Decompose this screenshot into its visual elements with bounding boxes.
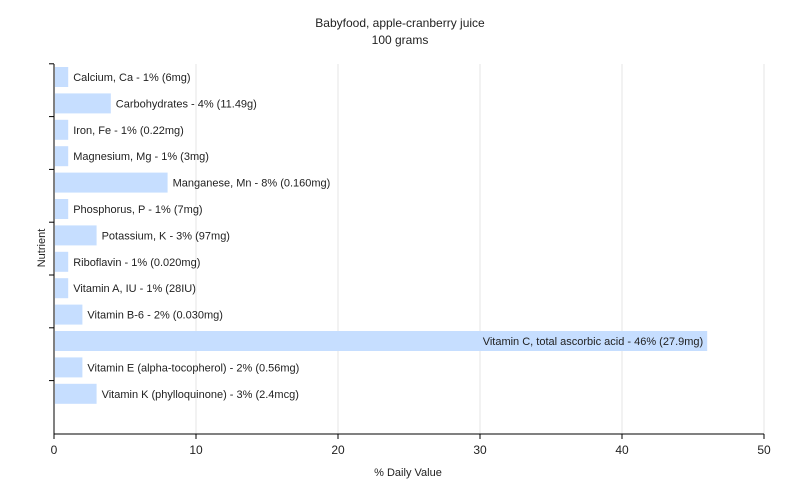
bar	[55, 119, 69, 140]
bar	[55, 251, 69, 272]
bar-label: Vitamin C, total ascorbic acid - 46% (27…	[483, 336, 704, 348]
bar	[55, 357, 83, 378]
gridlines	[195, 64, 765, 434]
x-tick-labels: 0 10 20 30 40 50	[51, 443, 771, 457]
bar-label: Vitamin E (alpha-tocopherol) - 2% (0.56m…	[87, 362, 299, 374]
bar	[55, 146, 69, 167]
bar-label: Magnesium, Mg - 1% (3mg)	[73, 151, 209, 163]
bar	[55, 93, 111, 114]
bar-label: Manganese, Mn - 8% (0.160mg)	[173, 178, 331, 190]
x-tick-label: 40	[615, 443, 629, 457]
bar	[55, 304, 83, 325]
bar	[55, 225, 97, 246]
bar-label: Vitamin A, IU - 1% (28IU)	[73, 283, 196, 295]
bar	[55, 278, 69, 299]
bar	[55, 172, 168, 193]
bar	[55, 383, 97, 404]
x-tick-label: 50	[757, 443, 771, 457]
chart-subtitle: 100 grams	[372, 33, 429, 47]
bar-labels-group: Calcium, Ca - 1% (6mg) Carbohydrates - 4%…	[73, 72, 703, 401]
bars-group	[55, 67, 708, 404]
bar-label: Phosphorus, P - 1% (7mg)	[73, 204, 202, 216]
x-axis-title: % Daily Value	[374, 467, 442, 479]
axes-group	[49, 63, 765, 439]
bar-label: Calcium, Ca - 1% (6mg)	[73, 72, 190, 84]
bar-label: Potassium, K - 3% (97mg)	[102, 230, 230, 242]
x-tick-label: 0	[51, 443, 58, 457]
bar	[55, 331, 708, 351]
y-axis-title: Nutrient	[36, 229, 48, 268]
bar	[55, 199, 69, 219]
bar-label: Riboflavin - 1% (0.020mg)	[73, 257, 200, 269]
bar-label: Iron, Fe - 1% (0.22mg)	[73, 125, 184, 137]
x-tick-label: 10	[189, 443, 203, 457]
chart-title: Babyfood, apple-cranberry juice	[315, 16, 485, 30]
bar	[55, 67, 69, 87]
bar-label: Vitamin K (phylloquinone) - 3% (2.4mcg)	[102, 389, 299, 401]
x-tick-label: 20	[331, 443, 345, 457]
x-tick-label: 30	[473, 443, 487, 457]
bar-label: Carbohydrates - 4% (11.49g)	[116, 98, 257, 110]
bar-label: Vitamin B-6 - 2% (0.030mg)	[87, 310, 223, 322]
